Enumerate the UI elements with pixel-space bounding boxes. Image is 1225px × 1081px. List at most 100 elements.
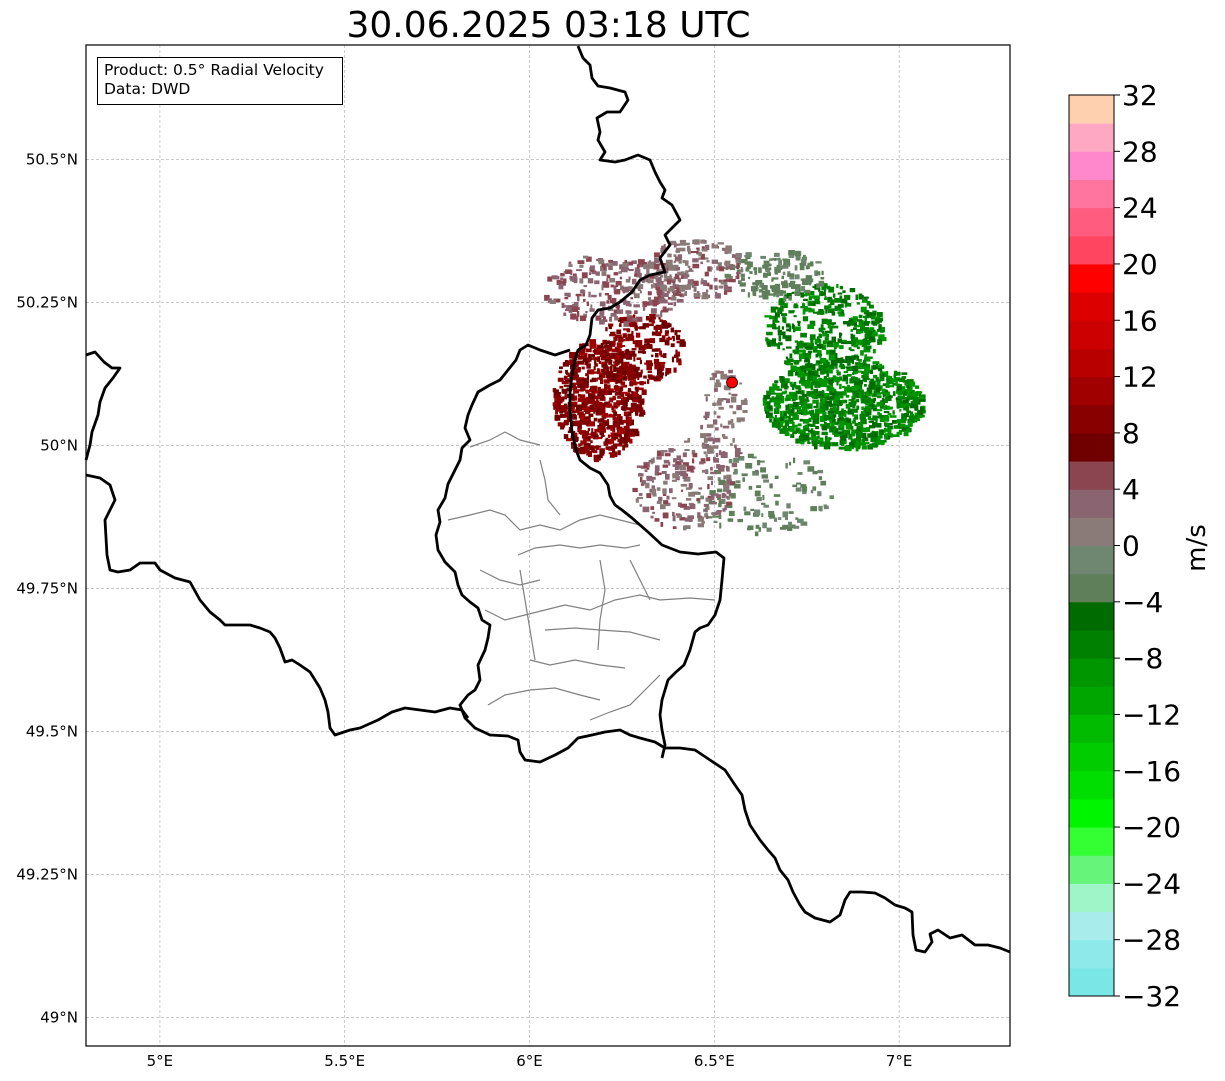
velocity-echo-cell [713,520,718,523]
velocity-echo-cell [574,420,581,427]
velocity-echo-cell [852,391,856,394]
velocity-echo-cell [599,388,607,392]
velocity-echo-cell [616,329,622,335]
velocity-echo-cell [626,287,630,293]
velocity-echo-cell [802,412,809,415]
velocity-echo-cell [888,422,893,426]
velocity-echo-cell [858,358,862,362]
velocity-echo-cell [623,411,629,417]
velocity-echo-cell [647,297,652,301]
velocity-echo-cell [832,416,835,423]
velocity-echo-cell [687,284,691,290]
velocity-echo-cell [776,398,782,401]
velocity-echo-cell [818,476,822,480]
velocity-echo-cell [713,411,717,415]
velocity-echo-cell [708,445,712,448]
velocity-echo-cell [615,334,622,338]
velocity-echo-cell [773,293,776,297]
velocity-echo-cell [547,276,553,282]
velocity-echo-cell [863,438,869,442]
velocity-echo-cell [791,291,795,294]
velocity-echo-cell [812,347,818,353]
velocity-echo-cell [842,290,846,293]
velocity-echo-cell [825,333,830,337]
velocity-echo-cell [727,518,734,522]
velocity-echo-cell [845,381,849,385]
velocity-echo-cell [587,427,590,432]
velocity-echo-cell [654,518,660,522]
velocity-echo-cell [599,314,604,318]
velocity-echo-cell [658,375,663,378]
velocity-echo-cell [606,372,614,376]
velocity-echo-cell [785,404,790,411]
velocity-echo-cell [675,330,681,333]
velocity-echo-cell [687,438,691,443]
velocity-echo-cell [663,285,668,289]
velocity-echo-cell [563,375,568,380]
velocity-echo-cell [710,493,715,500]
velocity-echo-cell [573,382,580,386]
velocity-echo-cell [847,409,854,415]
velocity-echo-cell [839,422,845,428]
velocity-echo-cell [608,400,613,403]
velocity-echo-cell [781,275,784,280]
velocity-echo-cell [766,527,772,532]
velocity-echo-cell [836,369,839,374]
velocity-echo-cell [841,429,846,433]
velocity-echo-cell [693,239,700,245]
velocity-echo-cell [622,333,627,338]
velocity-echo-cell [850,400,857,405]
velocity-echo-cell [856,339,863,346]
velocity-echo-cell [662,289,668,292]
velocity-echo-cell [775,292,780,298]
velocity-echo-cell [734,483,741,489]
velocity-echo-cell [704,271,709,277]
velocity-echo-cell [883,427,887,433]
velocity-echo-cell [700,424,704,430]
velocity-echo-cell [871,320,878,325]
velocity-echo-cell [802,409,808,413]
velocity-echo-cell [858,293,863,299]
velocity-echo-cell [564,360,569,363]
velocity-echo-cell [697,512,701,517]
velocity-echo-cell [713,387,718,392]
velocity-echo-cell [623,363,628,369]
velocity-echo-cell [588,272,591,275]
velocity-echo-cell [569,393,575,399]
velocity-echo-cell [583,398,591,404]
velocity-echo-cell [896,419,903,424]
velocity-echo-cell [877,440,885,445]
velocity-echo-cell [878,367,883,372]
velocity-echo-cell [824,286,827,292]
velocity-echo-cell [814,346,818,349]
velocity-echo-cell [789,461,792,466]
velocity-echo-cell [575,376,579,381]
velocity-echo-cell [651,331,657,336]
velocity-echo-cell [883,374,887,377]
velocity-echo-cell [833,398,836,403]
velocity-echo-cell [635,498,639,503]
velocity-echo-cell [807,466,815,472]
velocity-echo-cell [788,255,795,258]
velocity-echo-cell [603,379,610,384]
velocity-echo-cell [807,438,810,444]
velocity-echo-cell [834,298,841,303]
velocity-echo-cell [562,278,567,283]
velocity-echo-cell [852,414,858,417]
velocity-echo-cell [772,338,776,344]
velocity-echo-cell [864,354,868,358]
velocity-echo-cell [663,480,668,485]
velocity-echo-cell [812,285,815,289]
velocity-echo-cell [915,414,920,420]
velocity-echo-cell [866,397,870,403]
velocity-echo-cell [685,487,692,490]
velocity-echo-cell [873,442,878,448]
velocity-echo-cell [870,432,877,438]
velocity-echo-cell [711,512,717,516]
velocity-echo-cell [645,360,653,366]
velocity-echo-cell [861,432,867,438]
velocity-echo-cell [711,244,718,249]
velocity-echo-cell [569,352,576,358]
velocity-echo-cell [842,374,849,381]
